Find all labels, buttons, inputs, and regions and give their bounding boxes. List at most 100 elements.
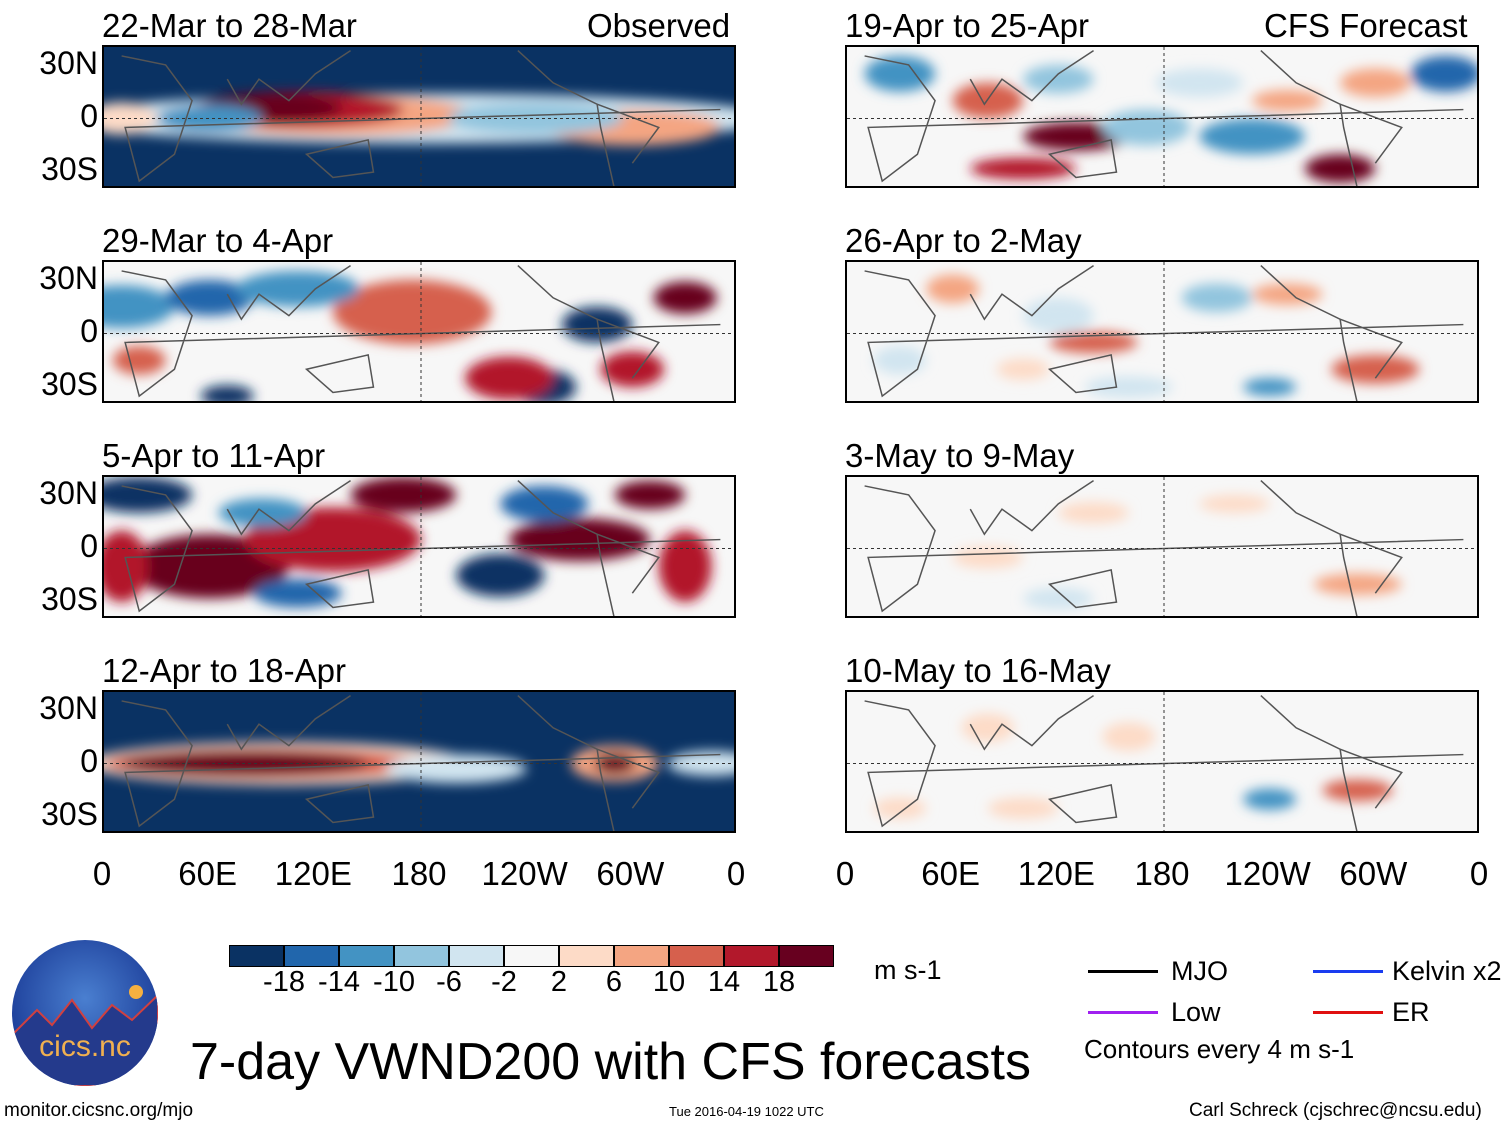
coastlines: [121, 479, 721, 616]
forecast-panel-title: 26-Apr to 2-May: [845, 222, 1082, 259]
lon-tick-label: 120E: [1017, 855, 1095, 892]
lat-tick-label: 0: [80, 98, 98, 134]
anomaly-region: [1155, 68, 1244, 98]
lon-tick-label: 0: [1469, 855, 1489, 892]
cics-logo: cics.nc: [12, 940, 158, 1086]
legend-line-mjo: [1088, 970, 1158, 973]
coastlines: [121, 49, 721, 186]
legend-label-kelvin: Kelvin x2: [1392, 956, 1502, 986]
legend-line-er: [1313, 1011, 1383, 1014]
map-panel: [845, 260, 1479, 403]
anomaly-region: [165, 279, 254, 316]
map-panel: [845, 45, 1479, 188]
anomaly-region: [561, 306, 633, 343]
mountain-icon: [12, 985, 158, 1086]
forecast-panel-title: 10-May to 16-May: [845, 652, 1111, 689]
observed-panel-title: 22-Mar to 28-Mar: [102, 7, 357, 44]
anomaly-region: [961, 713, 1015, 743]
lat-tick-label: 30N: [39, 690, 98, 726]
colorbar-swatch: [724, 945, 779, 967]
colorbar-tick-label: -10: [373, 966, 415, 998]
lat-tick-label: 0: [80, 743, 98, 779]
anomaly-region: [1102, 722, 1156, 751]
coastlines: [121, 694, 721, 831]
colorbar-swatch: [504, 945, 559, 967]
lon-tick-label: 120W: [1224, 855, 1311, 892]
colorbar-swatch: [614, 945, 669, 967]
lon-tick-label: 60W: [1339, 855, 1408, 892]
anomaly-region: [952, 546, 1024, 569]
anomaly-region: [1023, 64, 1094, 94]
colorbar-tick-label: -2: [491, 966, 517, 998]
anomaly-region: [447, 102, 624, 135]
colorbar: [229, 945, 834, 967]
lon-tick-label: 0: [92, 855, 112, 892]
contour-note: Contours every 4 m s-1: [1084, 1034, 1355, 1064]
figure-title: 7-day VWND200 with CFS forecasts: [190, 1033, 1031, 1091]
anomaly-region: [1243, 788, 1297, 810]
anomaly-region: [385, 754, 527, 784]
anomaly-region: [104, 477, 193, 513]
lon-tick-label: 180: [391, 855, 447, 892]
lon-tick-label: 60W: [596, 855, 665, 892]
lat-tick-label: 30S: [41, 796, 98, 832]
colorbar-tick-label: 10: [652, 966, 686, 998]
anomaly-region: [253, 578, 342, 608]
footer-timestamp: Tue 2016-04-19 1022 UTC: [669, 1104, 824, 1119]
footer-author: Carl Schreck (cjschrec@ncsu.edu): [1189, 1100, 1482, 1121]
lat-tick-label: 30S: [41, 366, 98, 402]
anomaly-region: [200, 385, 254, 401]
anomaly-region: [1023, 297, 1094, 334]
lon-tick-label: 120W: [481, 855, 568, 892]
map-panel: [845, 690, 1479, 833]
lon-tick-label: 180: [1134, 855, 1190, 892]
colorbar-tick-label: -18: [263, 966, 305, 998]
forecast-panel-title: 3-May to 9-May: [845, 437, 1075, 474]
anomaly-region: [1181, 283, 1253, 313]
lat-tick-label: 0: [80, 528, 98, 564]
anomaly-region: [1102, 109, 1191, 146]
anomaly-region: [1058, 502, 1129, 524]
colorbar-swatch: [669, 945, 724, 967]
colorbar-tick-label: 14: [707, 966, 741, 998]
lat-tick-label: 0: [80, 313, 98, 349]
anomaly-region: [926, 274, 980, 304]
field-background: [847, 692, 1477, 831]
colorbar-swatch: [394, 945, 449, 967]
colorbar-tick-label: 6: [605, 966, 623, 998]
anomaly-region: [1304, 154, 1376, 183]
colorbar-units: m s-1: [874, 955, 942, 985]
colorbar-swatch: [559, 945, 614, 967]
anomaly-region: [1199, 494, 1270, 513]
lon-tick-label: 60E: [921, 855, 981, 892]
anomaly-region: [1023, 587, 1094, 610]
colorbar-swatch: [339, 945, 394, 967]
lon-tick-label: 0: [835, 855, 855, 892]
footer-url[interactable]: monitor.cicsnc.org/mjo: [4, 1100, 194, 1121]
colorbar-swatch: [449, 945, 504, 967]
anomaly-region: [1313, 573, 1402, 595]
anomaly-region: [104, 530, 149, 603]
observed-label: Observed: [587, 7, 731, 44]
anomaly-region: [218, 498, 307, 528]
colorbar-swatch: [779, 945, 834, 967]
anomaly-region: [130, 534, 289, 599]
lon-tick-label: 120E: [274, 855, 352, 892]
anomaly-region: [952, 82, 1024, 119]
lat-tick-label: 30N: [39, 45, 98, 81]
colorbar-swatch: [284, 945, 339, 967]
legend-label-mjo: MJO: [1171, 956, 1228, 986]
lat-tick-label: 30N: [39, 260, 98, 296]
anomaly-region: [614, 480, 686, 510]
lat-tick-label: 30N: [39, 475, 98, 511]
anomaly-region: [653, 281, 717, 314]
anomaly-region: [456, 553, 545, 597]
anomaly-region: [104, 285, 175, 329]
colorbar-swatch: [229, 945, 284, 967]
legend-label-low: Low: [1171, 997, 1221, 1027]
lon-tick-label: 0: [726, 855, 746, 892]
anomaly-region: [1410, 55, 1477, 92]
field-background: [847, 477, 1477, 616]
anomaly-region: [1199, 118, 1305, 155]
anomaly-region: [1331, 354, 1420, 384]
